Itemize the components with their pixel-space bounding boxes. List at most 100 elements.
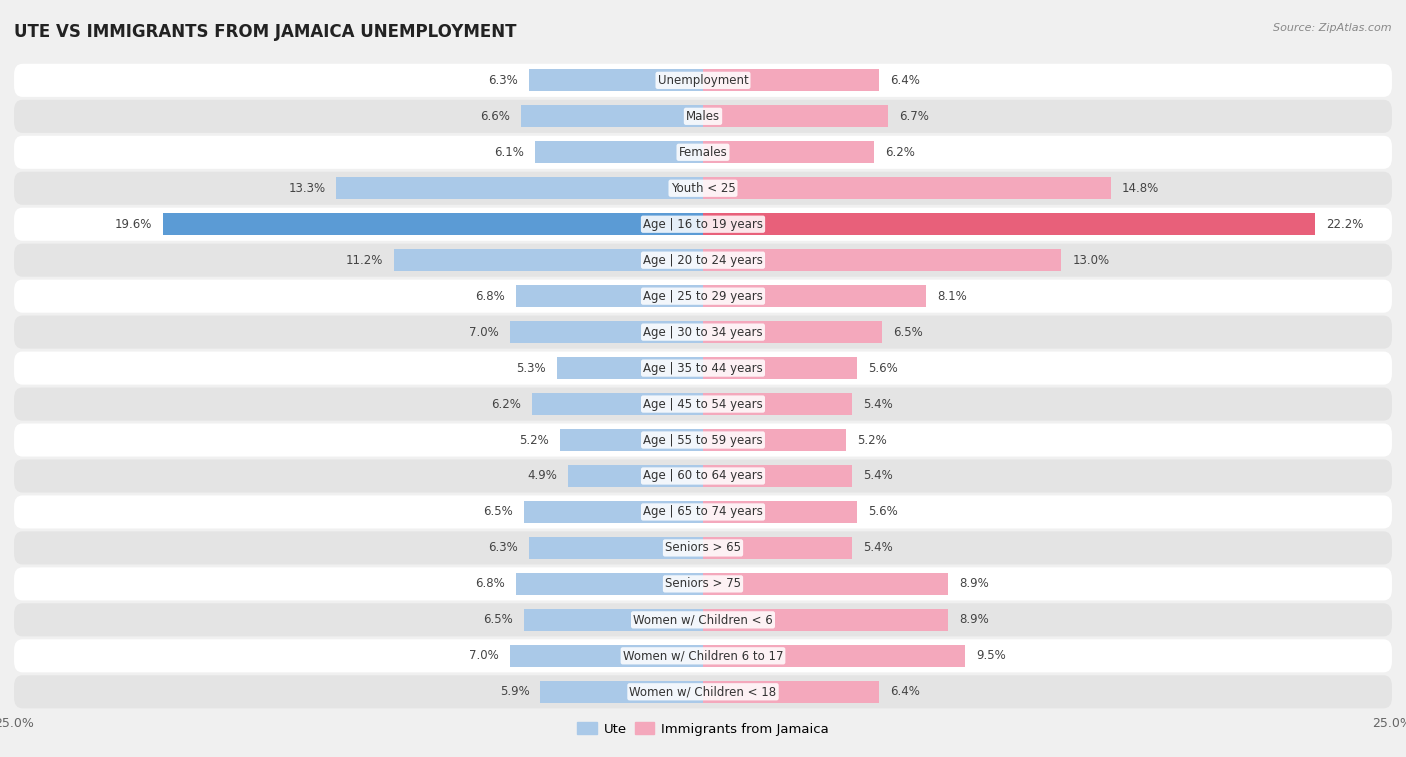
Text: 11.2%: 11.2% (346, 254, 384, 266)
Bar (510, 321, 703, 343)
Text: 6.6%: 6.6% (481, 110, 510, 123)
Bar (703, 69, 879, 92)
Bar (336, 177, 703, 199)
Bar (703, 681, 879, 703)
Text: 5.4%: 5.4% (863, 469, 893, 482)
Bar (560, 429, 703, 451)
Bar (703, 105, 887, 127)
Text: 6.4%: 6.4% (890, 685, 921, 698)
Text: Unemployment: Unemployment (658, 74, 748, 87)
Text: Age | 30 to 34 years: Age | 30 to 34 years (643, 326, 763, 338)
FancyBboxPatch shape (14, 459, 1392, 493)
Bar (524, 501, 703, 523)
Text: 6.8%: 6.8% (475, 578, 505, 590)
Text: 6.3%: 6.3% (489, 74, 519, 87)
Text: Source: ZipAtlas.com: Source: ZipAtlas.com (1274, 23, 1392, 33)
Text: 6.7%: 6.7% (898, 110, 928, 123)
Text: Age | 16 to 19 years: Age | 16 to 19 years (643, 218, 763, 231)
Text: Age | 25 to 29 years: Age | 25 to 29 years (643, 290, 763, 303)
Text: 19.6%: 19.6% (114, 218, 152, 231)
FancyBboxPatch shape (14, 244, 1392, 277)
Bar (703, 465, 852, 488)
Text: 5.6%: 5.6% (869, 506, 898, 519)
Text: 22.2%: 22.2% (1326, 218, 1364, 231)
Bar (530, 69, 703, 92)
Text: Women w/ Children < 6: Women w/ Children < 6 (633, 613, 773, 626)
Bar (703, 321, 882, 343)
Bar (524, 609, 703, 631)
Bar (557, 357, 703, 379)
Legend: Ute, Immigrants from Jamaica: Ute, Immigrants from Jamaica (572, 717, 834, 741)
Bar (703, 357, 858, 379)
FancyBboxPatch shape (14, 675, 1392, 709)
Bar (703, 429, 846, 451)
FancyBboxPatch shape (14, 423, 1392, 456)
FancyBboxPatch shape (14, 388, 1392, 421)
Text: 6.5%: 6.5% (484, 506, 513, 519)
Text: Youth < 25: Youth < 25 (671, 182, 735, 195)
FancyBboxPatch shape (14, 100, 1392, 133)
Bar (703, 645, 965, 667)
Text: 5.3%: 5.3% (516, 362, 546, 375)
Text: Males: Males (686, 110, 720, 123)
Bar (531, 393, 703, 415)
Text: 5.4%: 5.4% (863, 397, 893, 410)
FancyBboxPatch shape (14, 639, 1392, 672)
Text: 6.2%: 6.2% (491, 397, 522, 410)
Text: 7.0%: 7.0% (470, 650, 499, 662)
Text: Age | 45 to 54 years: Age | 45 to 54 years (643, 397, 763, 410)
Text: Seniors > 75: Seniors > 75 (665, 578, 741, 590)
Text: 6.8%: 6.8% (475, 290, 505, 303)
Bar (516, 573, 703, 595)
Bar (703, 537, 852, 559)
Text: 6.5%: 6.5% (484, 613, 513, 626)
Text: 6.5%: 6.5% (893, 326, 922, 338)
Text: Age | 55 to 59 years: Age | 55 to 59 years (643, 434, 763, 447)
Bar (703, 573, 948, 595)
Text: 7.0%: 7.0% (470, 326, 499, 338)
Text: 6.1%: 6.1% (494, 146, 524, 159)
Bar (522, 105, 703, 127)
Text: Age | 35 to 44 years: Age | 35 to 44 years (643, 362, 763, 375)
Text: 6.3%: 6.3% (489, 541, 519, 554)
Text: 5.4%: 5.4% (863, 541, 893, 554)
Text: 8.1%: 8.1% (938, 290, 967, 303)
Text: 5.2%: 5.2% (519, 434, 548, 447)
Bar (530, 537, 703, 559)
Text: 4.9%: 4.9% (527, 469, 557, 482)
Bar (703, 141, 875, 164)
FancyBboxPatch shape (14, 495, 1392, 528)
Text: Women w/ Children 6 to 17: Women w/ Children 6 to 17 (623, 650, 783, 662)
Bar (534, 141, 703, 164)
Text: 5.9%: 5.9% (499, 685, 530, 698)
Bar (163, 213, 703, 235)
Text: Seniors > 65: Seniors > 65 (665, 541, 741, 554)
FancyBboxPatch shape (14, 172, 1392, 205)
Bar (516, 285, 703, 307)
FancyBboxPatch shape (14, 316, 1392, 349)
Bar (394, 249, 703, 271)
Text: Women w/ Children < 18: Women w/ Children < 18 (630, 685, 776, 698)
Text: UTE VS IMMIGRANTS FROM JAMAICA UNEMPLOYMENT: UTE VS IMMIGRANTS FROM JAMAICA UNEMPLOYM… (14, 23, 516, 41)
Text: 14.8%: 14.8% (1122, 182, 1159, 195)
FancyBboxPatch shape (14, 351, 1392, 385)
Text: 8.9%: 8.9% (959, 578, 988, 590)
Text: 9.5%: 9.5% (976, 650, 1005, 662)
FancyBboxPatch shape (14, 603, 1392, 637)
Text: 13.0%: 13.0% (1073, 254, 1109, 266)
Text: 13.3%: 13.3% (288, 182, 325, 195)
Text: 5.2%: 5.2% (858, 434, 887, 447)
FancyBboxPatch shape (14, 531, 1392, 565)
FancyBboxPatch shape (14, 567, 1392, 600)
FancyBboxPatch shape (14, 279, 1392, 313)
FancyBboxPatch shape (14, 207, 1392, 241)
Text: 8.9%: 8.9% (959, 613, 988, 626)
Bar (568, 465, 703, 488)
Text: Age | 60 to 64 years: Age | 60 to 64 years (643, 469, 763, 482)
Text: Age | 65 to 74 years: Age | 65 to 74 years (643, 506, 763, 519)
Bar (540, 681, 703, 703)
FancyBboxPatch shape (14, 136, 1392, 169)
Bar (703, 249, 1062, 271)
Bar (703, 213, 1315, 235)
Bar (703, 393, 852, 415)
